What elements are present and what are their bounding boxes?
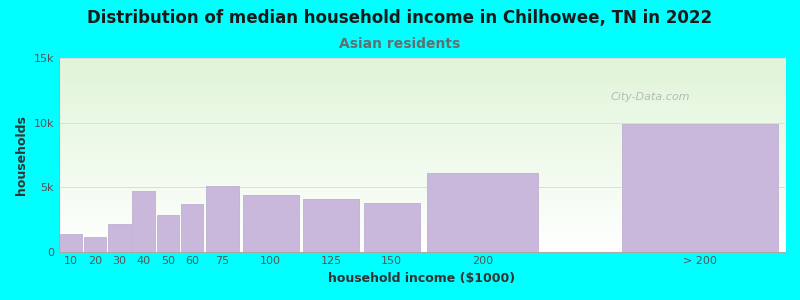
Bar bbox=[243, 195, 298, 252]
Bar bbox=[303, 199, 359, 252]
Bar bbox=[181, 204, 203, 252]
Bar bbox=[108, 224, 130, 252]
Bar bbox=[622, 124, 778, 252]
Bar bbox=[364, 202, 419, 252]
Bar bbox=[84, 237, 106, 252]
Text: Distribution of median household income in Chilhowee, TN in 2022: Distribution of median household income … bbox=[87, 9, 713, 27]
Bar bbox=[426, 173, 538, 252]
Text: Asian residents: Asian residents bbox=[339, 38, 461, 52]
X-axis label: household income ($1000): household income ($1000) bbox=[328, 272, 515, 285]
Bar bbox=[157, 215, 179, 252]
Bar bbox=[133, 191, 154, 252]
Bar bbox=[60, 233, 82, 252]
Bar bbox=[206, 186, 239, 252]
Y-axis label: households: households bbox=[15, 115, 28, 195]
Text: City-Data.com: City-Data.com bbox=[610, 92, 690, 102]
